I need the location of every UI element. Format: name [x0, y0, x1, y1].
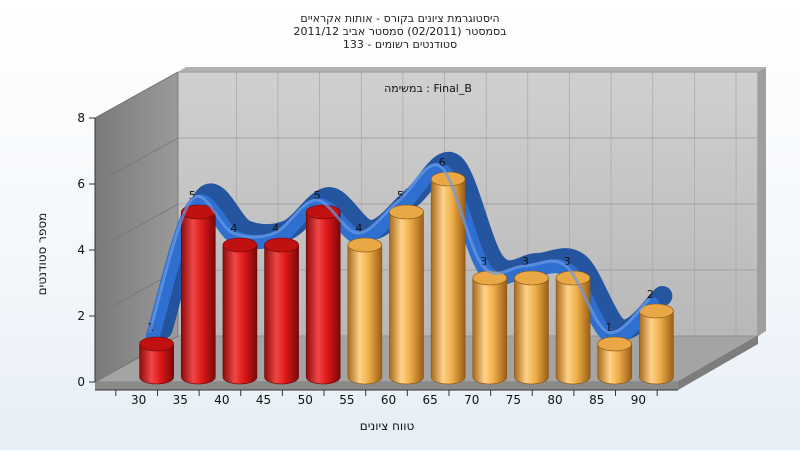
y-tick-label: 4 [77, 243, 85, 257]
x-axis: 30 35 40 45 50 55 60 65 70 75 80 85 90 [95, 389, 678, 407]
bar-cap [597, 336, 633, 352]
bar: 5 [180, 189, 216, 385]
bar-value-label: 5 [189, 189, 196, 202]
bar-body [389, 211, 424, 385]
bar-body [639, 310, 674, 385]
floor-side-edge [678, 336, 758, 390]
bar: 5 [389, 189, 424, 385]
bar-value-label: 3 [564, 255, 571, 268]
bar: 3 [472, 255, 508, 385]
chart-title-line-3: סטודנטים רשומים - 133 [343, 38, 457, 51]
bar-body [430, 178, 466, 385]
bar-value-label: 1 [605, 321, 612, 334]
bar-cap [555, 270, 591, 286]
back-wall-right-edge [758, 67, 766, 336]
bar-body [597, 343, 633, 385]
bar-cap [139, 336, 174, 352]
trend-ribbon-front [148, 163, 651, 334]
bar-body [555, 277, 591, 385]
bar-value-label: 2 [647, 288, 654, 301]
bar-cap [264, 237, 299, 253]
bar-value-label: 3 [522, 255, 529, 268]
x-axis-label: טווח ציונים [360, 419, 415, 433]
bar-value-label: 5 [314, 189, 321, 202]
bar-body [472, 277, 508, 385]
x-tick-label: 35 [173, 393, 188, 407]
x-tick-label: 90 [631, 393, 646, 407]
y-tick-label: 0 [77, 375, 85, 389]
bar: 6 [430, 156, 466, 385]
x-tick-label: 65 [423, 393, 438, 407]
bar-body [139, 343, 174, 385]
x-tick-label: 40 [214, 393, 229, 407]
bar-cap [347, 237, 383, 253]
grid-line-side [94, 137, 179, 185]
back-wall-top-edge [178, 67, 766, 72]
x-tick-label: 50 [298, 393, 313, 407]
trend-ribbon-highlight [148, 163, 651, 334]
bar: 4 [264, 222, 299, 385]
bar-body [264, 244, 299, 385]
bar-body [222, 244, 258, 385]
bar: 3 [555, 255, 591, 385]
x-tick-label: 85 [589, 393, 604, 407]
bar-cap [389, 204, 424, 220]
bar: 4 [347, 222, 383, 385]
floor-front-edge [95, 382, 678, 390]
x-tick-label: 30 [131, 393, 146, 407]
bar: 5 [305, 189, 341, 385]
chart-title-line-1: היסטוגרמת ציונים בקורס - אותות אקראיים [300, 12, 499, 25]
bar-value-label: 5 [397, 189, 404, 202]
bar-value-label: 4 [355, 222, 362, 235]
x-tick-label: 75 [506, 393, 521, 407]
bar-cap [222, 237, 258, 253]
x-tick-label: 55 [339, 393, 354, 407]
bar-value-label: 4 [272, 222, 279, 235]
x-tick-label: 70 [464, 393, 479, 407]
grid-line-side [94, 203, 179, 251]
y-axis-label: מספר סטודנטים [35, 213, 49, 296]
x-tick-label: 60 [381, 393, 396, 407]
bar: 2 [639, 288, 674, 385]
bar-body [514, 277, 549, 385]
x-tick-label: 45 [256, 393, 271, 407]
bar: 4 [222, 222, 258, 385]
bar-value-label: 6 [439, 156, 446, 169]
bar-body [347, 244, 383, 385]
x-tick-label: 80 [547, 393, 562, 407]
y-axis: 0 2 4 6 8 [77, 111, 96, 389]
bar-value-label: 4 [230, 222, 237, 235]
plot-subtitle: במשימה : Final_B [384, 82, 472, 95]
y-tick-label: 8 [77, 111, 85, 125]
bar-body [180, 211, 216, 385]
y-tick-label: 6 [77, 177, 85, 191]
grid-line-side [94, 71, 179, 119]
bar-cap [514, 270, 549, 286]
chart-title-line-2: בסמסטר (02/2011) סמסטר אביב 2011/12 [293, 25, 506, 38]
bar-body [305, 211, 341, 385]
bar: 1 [597, 321, 633, 385]
y-tick-label: 2 [77, 309, 85, 323]
bar: 3 [514, 255, 549, 385]
bar-value-label: 3 [480, 255, 487, 268]
